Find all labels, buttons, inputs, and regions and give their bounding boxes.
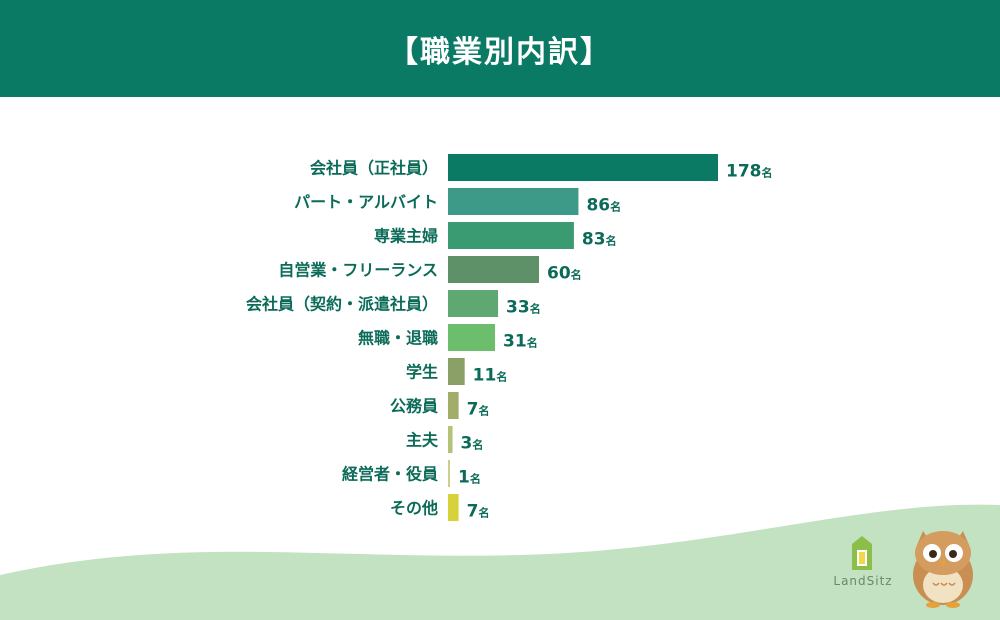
value-label: 7名 xyxy=(467,502,490,522)
bar xyxy=(448,358,465,385)
category-label: 主夫 xyxy=(406,431,439,450)
bar xyxy=(448,290,499,317)
value-label: 31名 xyxy=(503,332,538,352)
value-label: 83名 xyxy=(582,230,617,250)
value-label: 60名 xyxy=(547,264,582,284)
owl-mascot-icon xyxy=(913,531,973,608)
category-label: 会社員（正社員） xyxy=(310,159,438,178)
bar xyxy=(448,460,450,487)
category-label: 無職・退職 xyxy=(358,329,438,348)
category-label: 経営者・役員 xyxy=(342,465,438,484)
bar xyxy=(448,324,496,351)
value-label: 11名 xyxy=(473,366,508,386)
house-logo-icon xyxy=(852,536,872,570)
bar xyxy=(448,222,574,249)
header-banner: 【職業別内訳】 xyxy=(0,0,1000,97)
value-label: 3名 xyxy=(461,434,484,454)
page-title: 【職業別内訳】 xyxy=(388,34,612,70)
bar xyxy=(448,154,718,181)
category-label: 会社員（契約・派遣社員） xyxy=(246,295,438,314)
bar xyxy=(448,426,453,453)
category-label: 専業主婦 xyxy=(374,227,438,246)
landsitz-logo: LandSitz xyxy=(826,530,900,602)
bar xyxy=(448,494,459,521)
bar xyxy=(448,256,540,283)
value-label: 86名 xyxy=(586,196,621,216)
category-label: 自営業・フリーランス xyxy=(278,261,438,280)
category-label: その他 xyxy=(390,499,438,518)
category-label: 公務員 xyxy=(390,397,438,416)
value-label: 1名 xyxy=(458,468,481,488)
bar xyxy=(448,392,459,419)
category-label: パート・アルバイト xyxy=(294,193,438,212)
bar xyxy=(448,188,579,215)
value-label: 7名 xyxy=(467,400,490,420)
category-label: 学生 xyxy=(406,363,438,382)
logo-text: LandSitz xyxy=(833,574,893,588)
value-label: 33名 xyxy=(506,298,541,318)
value-label: 178名 xyxy=(726,162,773,182)
